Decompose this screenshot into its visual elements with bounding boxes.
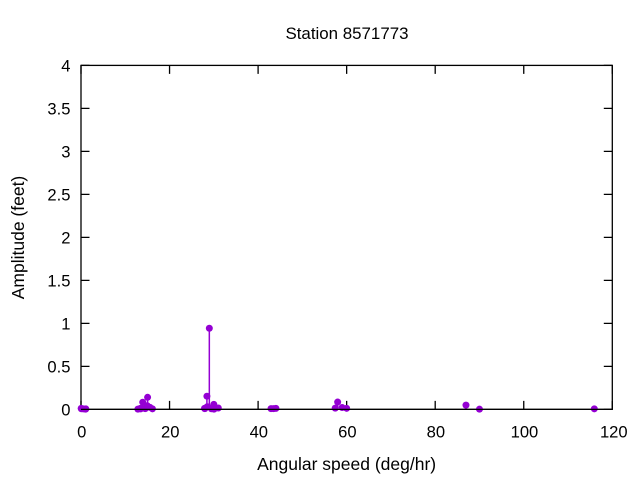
svg-text:3.5: 3.5 <box>47 100 70 119</box>
svg-text:0: 0 <box>77 422 86 441</box>
svg-text:Angular speed (deg/hr): Angular speed (deg/hr) <box>257 454 436 474</box>
svg-text:40: 40 <box>250 422 268 441</box>
svg-text:20: 20 <box>161 422 179 441</box>
svg-text:0.5: 0.5 <box>47 358 70 377</box>
svg-text:Amplitude (feet): Amplitude (feet) <box>8 176 28 300</box>
svg-text:1: 1 <box>61 315 70 334</box>
svg-text:80: 80 <box>427 422 445 441</box>
svg-text:100: 100 <box>511 422 539 441</box>
svg-text:60: 60 <box>338 422 356 441</box>
svg-text:0: 0 <box>61 401 70 420</box>
svg-text:4: 4 <box>61 57 70 76</box>
svg-text:2: 2 <box>61 229 70 248</box>
svg-text:120: 120 <box>600 422 628 441</box>
svg-text:3: 3 <box>61 143 70 162</box>
svg-text:Station 8571773: Station 8571773 <box>285 24 408 43</box>
svg-text:2.5: 2.5 <box>47 186 70 205</box>
svg-text:1.5: 1.5 <box>47 272 70 291</box>
